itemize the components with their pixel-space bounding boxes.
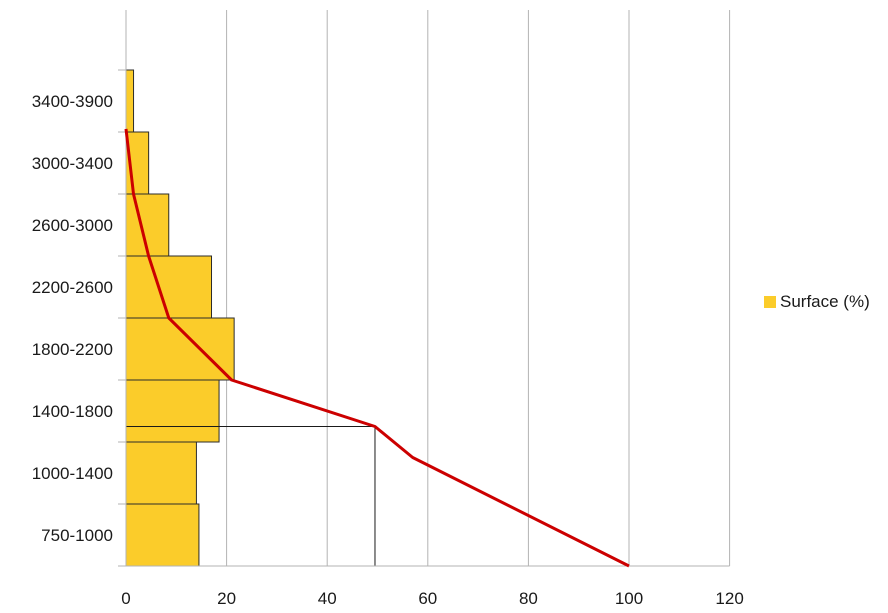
y-tick-label-1000-1400: 1000-1400 (32, 464, 113, 483)
x-tick-label-100: 100 (615, 589, 643, 608)
bar-2200-2600 (125, 255, 213, 319)
legend-swatch (764, 296, 776, 308)
y-tick-labels: 750-1000 1000-1400 1400-1800 1800-2200 2200-… (32, 92, 113, 545)
x-tick-label-120: 120 (715, 589, 743, 608)
y-tick-label-2200-2600: 2200-2600 (32, 278, 113, 297)
y-tick-label-3000-3400: 3000-3400 (32, 154, 113, 173)
x-tick-label-0: 0 (121, 589, 130, 608)
y-tick-label-2600-3000: 2600-3000 (32, 216, 113, 235)
cumulative-curve (124, 128, 630, 568)
cumulative-line (124, 128, 630, 568)
y-tick-label-1800-2200: 1800-2200 (32, 340, 113, 359)
x-tick-label-40: 40 (318, 589, 337, 608)
x-tick-label-80: 80 (519, 589, 538, 608)
bar-1000-1400 (125, 441, 197, 505)
bar-3400-3900 (125, 69, 135, 133)
legend-label: Surface (%) (780, 292, 870, 311)
bar-1400-1800 (125, 379, 220, 443)
reference-lines (126, 426, 376, 566)
bar-750-1000 (125, 503, 200, 567)
legend: Surface (%) (764, 292, 870, 312)
y-tick-label-1400-1800: 1400-1800 (32, 402, 113, 421)
bars (125, 69, 235, 567)
y-tick-label-750-1000: 750-1000 (41, 526, 113, 545)
x-tick-label-20: 20 (217, 589, 236, 608)
x-tick-label-60: 60 (418, 589, 437, 608)
y-tick-label-3400-3900: 3400-3900 (32, 92, 113, 111)
x-tick-labels: 0 20 40 60 80 100 120 (121, 589, 744, 608)
gridlines (226, 10, 731, 566)
